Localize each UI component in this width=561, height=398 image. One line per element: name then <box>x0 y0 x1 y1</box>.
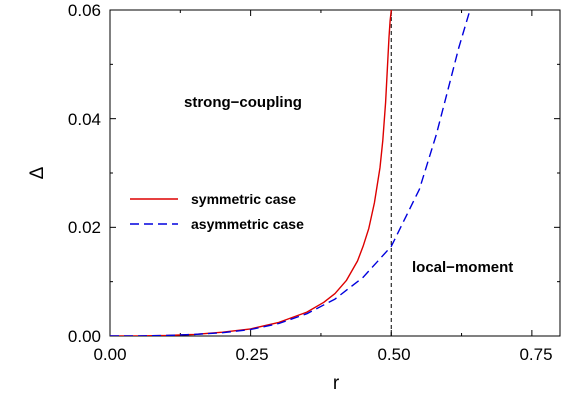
series-line-symmetric <box>110 10 392 336</box>
legend-label-asymmetric: asymmetric case <box>191 216 304 232</box>
annotation-local-moment: local−moment <box>412 259 513 276</box>
x-tick-label-0: 0.00 <box>93 345 126 364</box>
series-layer <box>110 10 471 336</box>
axis-ticks <box>109 9 560 337</box>
series-line-asymmetric <box>110 10 471 336</box>
y-tick-label-3: 0.06 <box>68 1 101 20</box>
y-tick-label-1: 0.02 <box>68 218 101 237</box>
y-tick-label-2: 0.04 <box>68 110 101 129</box>
x-axis-label: r <box>333 373 340 394</box>
y-axis-label: Δ <box>27 166 48 179</box>
y-tick-label-0: 0.00 <box>68 327 101 346</box>
x-tick-label-3: 0.75 <box>519 345 552 364</box>
x-tick-label-2: 0.50 <box>377 345 410 364</box>
annotation-strong-coupling: strong−coupling <box>184 94 302 111</box>
legend: symmetric case asymmetric case <box>130 191 304 232</box>
plot-frame <box>109 9 561 337</box>
x-tick-label-1: 0.25 <box>235 345 268 364</box>
legend-label-symmetric: symmetric case <box>191 191 296 207</box>
